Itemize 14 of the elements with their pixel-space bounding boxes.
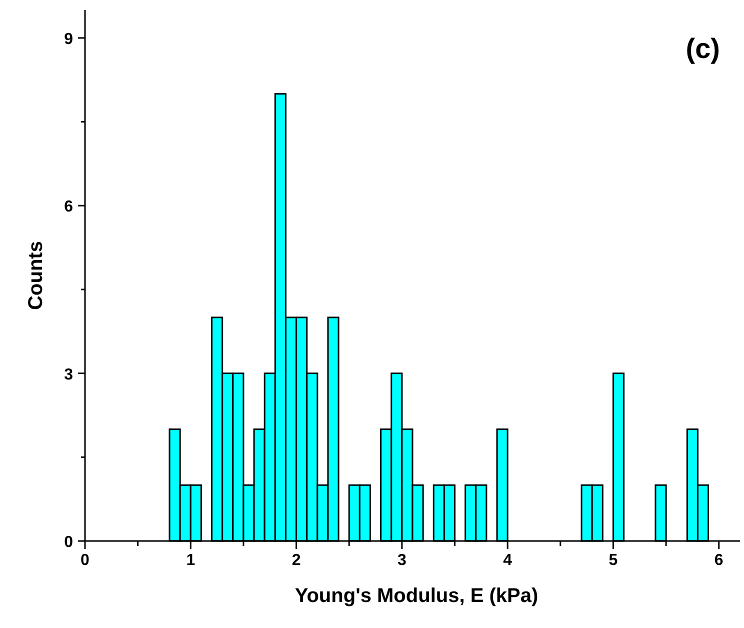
x-tick-label: 5	[608, 552, 618, 569]
x-tick-label: 6	[714, 552, 724, 569]
x-tick-label: 4	[503, 552, 512, 569]
y-tick-label: 3	[64, 366, 74, 384]
x-tick-label: 3	[397, 552, 406, 569]
x-tick-label: 1	[186, 552, 196, 569]
y-tick-label: 9	[64, 30, 74, 48]
x-tick-label: 0	[80, 552, 90, 569]
y-tick-label: 6	[64, 198, 74, 216]
annotation: (c)	[686, 33, 720, 64]
x-axis-title: Young's Modulus, E (kPa)	[294, 585, 538, 607]
y-tick-label: 0	[64, 534, 74, 551]
x-tick-label: 2	[292, 552, 301, 569]
y-axis-title: Counts	[25, 241, 47, 310]
